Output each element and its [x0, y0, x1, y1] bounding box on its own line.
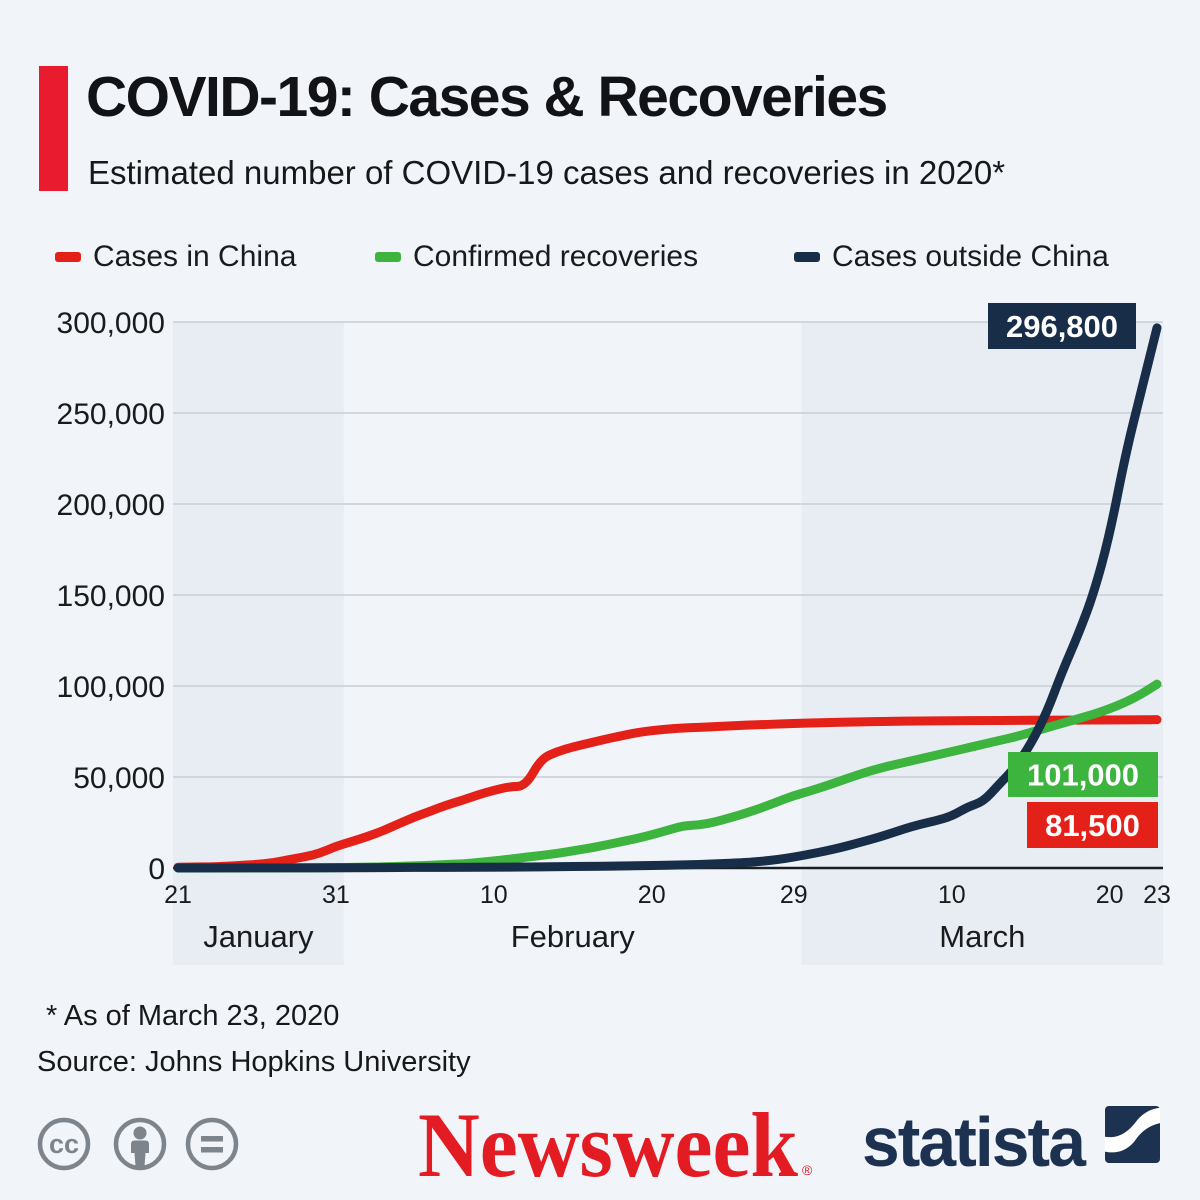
series-line-cases-outside-china [173, 323, 1162, 873]
end-value-box [988, 303, 1136, 349]
x-axis-tick-label: 21 [164, 881, 192, 909]
attribution-person-icon [113, 1117, 167, 1171]
x-axis-tick-label: 10 [938, 881, 966, 909]
series-line-cases-in-china [173, 715, 1162, 872]
x-axis-tick-label: 20 [1096, 881, 1124, 909]
legend-item-cases-outside-china: Cases outside China [794, 240, 1109, 273]
title-accent-bar [39, 66, 68, 191]
newsweek-logo: Newsweek ® [418, 1100, 813, 1195]
gridlines: 0 50,000 100,000 150,000 200,000 250,000 300,0… [57, 307, 1163, 886]
footnote: * As of March 23, 2020 [46, 1000, 340, 1032]
end-value-box [1027, 802, 1158, 848]
registered-trademark-icon: ® [802, 1162, 813, 1178]
end-value-text: 81,500 [1045, 808, 1140, 843]
end-value-box [1008, 752, 1158, 797]
end-value-text: 101,000 [1027, 758, 1139, 793]
series-lines [173, 323, 1162, 873]
equals-nd-icon [185, 1117, 239, 1171]
legend-item-cases-in-china: Cases in China [55, 240, 297, 273]
source-credit: Source: Johns Hopkins University [37, 1046, 471, 1078]
end-value-labels: 81,500 101,000 296,800 [988, 303, 1158, 848]
x-axis-tick-label: 23 [1143, 881, 1171, 909]
x-axis-tick-label: 29 [780, 881, 808, 909]
y-axis-tick-label: 200,000 [57, 489, 165, 522]
statista-wordmark: statista [862, 1103, 1087, 1181]
legend-label: Cases in China [93, 240, 297, 273]
y-axis-tick-label: 0 [148, 853, 165, 886]
chart-legend: Cases in China Confirmed recoveries Case… [0, 240, 1200, 277]
y-axis-tick-label: 250,000 [57, 398, 165, 431]
month-band [801, 322, 1163, 965]
x-axis-tick-label: 10 [480, 881, 508, 909]
statista-logo: statista [862, 1103, 1160, 1181]
x-axis-tick-label: 20 [638, 881, 666, 909]
x-axis-labels: 21 31 10 20 29 10 20 23 January February March [164, 881, 1171, 954]
y-axis-tick-label: 100,000 [57, 671, 165, 704]
statista-square-icon [1105, 1106, 1160, 1163]
page-title: COVID-19: Cases & Recoveries [86, 65, 888, 129]
legend-swatch-green [375, 252, 401, 262]
month-label: January [203, 919, 314, 954]
legend-swatch-red [55, 252, 81, 262]
legend-item-confirmed-recoveries: Confirmed recoveries [375, 240, 699, 273]
month-label: March [939, 919, 1025, 954]
cc-icon: cc [37, 1117, 91, 1171]
month-label: February [511, 919, 636, 954]
y-axis-tick-label: 150,000 [57, 580, 165, 613]
newsweek-wordmark: Newsweek [418, 1100, 799, 1195]
y-axis-tick-label: 50,000 [73, 762, 165, 795]
legend-label: Confirmed recoveries [413, 240, 699, 273]
legend-swatch-navy [794, 252, 820, 262]
creative-commons-license-icons: cc [37, 1117, 239, 1171]
end-value-text: 296,800 [1006, 309, 1118, 344]
page-subtitle: Estimated number of COVID-19 cases and r… [88, 154, 1006, 191]
x-axis-tick-label: 31 [322, 881, 350, 909]
cc-icon-letters: cc [49, 1129, 79, 1159]
y-axis-tick-label: 300,000 [57, 307, 165, 340]
legend-label: Cases outside China [832, 240, 1109, 273]
